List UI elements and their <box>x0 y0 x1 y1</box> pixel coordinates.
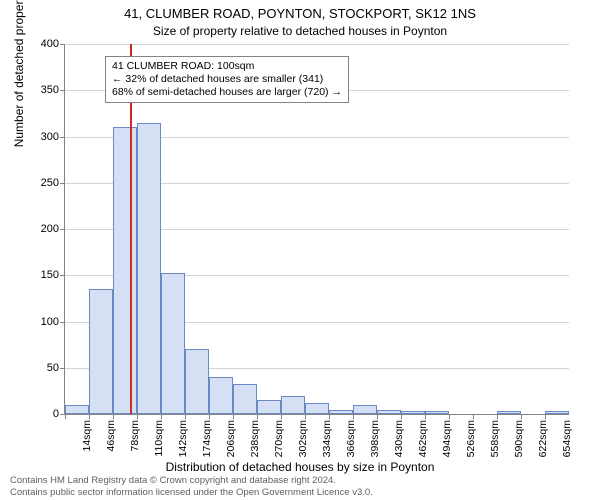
x-tick <box>185 414 186 419</box>
histogram-bar <box>137 123 161 414</box>
histogram-bar <box>353 405 377 414</box>
x-tick-label: 270sqm <box>273 420 285 457</box>
x-tick <box>425 414 426 419</box>
footer-line-2: Contains public sector information licen… <box>10 487 373 498</box>
annotation-box: 41 CLUMBER ROAD: 100sqm ← 32% of detache… <box>105 56 349 103</box>
y-tick <box>60 90 65 91</box>
y-tick-label: 50 <box>47 362 59 374</box>
histogram-bar <box>113 127 137 414</box>
x-tick-label: 526sqm <box>465 420 477 457</box>
y-tick-label: 350 <box>41 84 59 96</box>
histogram-bar <box>257 400 281 414</box>
chart-title: 41, CLUMBER ROAD, POYNTON, STOCKPORT, SK… <box>0 6 600 21</box>
x-tick <box>545 414 546 419</box>
histogram-bar <box>281 396 305 415</box>
histogram-bar <box>65 405 89 414</box>
histogram-bar <box>425 411 449 414</box>
y-tick <box>60 275 65 276</box>
x-tick <box>161 414 162 419</box>
grid-line <box>65 44 569 45</box>
x-tick-label: 590sqm <box>513 420 525 457</box>
y-tick <box>60 183 65 184</box>
y-tick-label: 250 <box>41 177 59 189</box>
x-tick <box>137 414 138 419</box>
histogram-bar <box>185 349 209 414</box>
annotation-line-3: 68% of semi-detached houses are larger (… <box>112 86 342 99</box>
histogram-bar <box>209 377 233 414</box>
chart-subtitle: Size of property relative to detached ho… <box>0 24 600 38</box>
x-tick-label: 462sqm <box>417 420 429 457</box>
x-tick <box>449 414 450 419</box>
x-tick-label: 654sqm <box>561 420 573 457</box>
histogram-bar <box>401 411 425 414</box>
histogram-bar <box>89 289 113 414</box>
y-axis-title: Number of detached properties <box>12 0 26 147</box>
x-axis-title: Distribution of detached houses by size … <box>0 460 600 474</box>
histogram-bar <box>329 410 353 414</box>
histogram-bar <box>545 411 569 414</box>
y-tick <box>60 368 65 369</box>
y-tick <box>60 229 65 230</box>
y-tick-label: 0 <box>53 408 59 420</box>
x-tick <box>113 414 114 419</box>
footer-line-1: Contains HM Land Registry data © Crown c… <box>10 475 373 486</box>
annotation-line-2: ← 32% of detached houses are smaller (34… <box>112 73 342 86</box>
x-tick-label: 302sqm <box>297 420 309 457</box>
x-tick-label: 494sqm <box>441 420 453 457</box>
histogram-bar <box>233 384 257 414</box>
x-tick-label: 558sqm <box>489 420 501 457</box>
x-tick-label: 366sqm <box>345 420 357 457</box>
x-tick <box>473 414 474 419</box>
x-tick <box>521 414 522 419</box>
x-tick <box>353 414 354 419</box>
x-tick-label: 174sqm <box>201 420 213 457</box>
x-tick <box>257 414 258 419</box>
x-tick-label: 622sqm <box>537 420 549 457</box>
y-tick-label: 150 <box>41 269 59 281</box>
x-tick <box>89 414 90 419</box>
x-tick-label: 238sqm <box>249 420 261 457</box>
x-tick-label: 334sqm <box>321 420 333 457</box>
x-tick <box>209 414 210 419</box>
x-tick-label: 206sqm <box>225 420 237 457</box>
x-tick-label: 398sqm <box>369 420 381 457</box>
y-tick-label: 400 <box>41 38 59 50</box>
y-tick-label: 200 <box>41 223 59 235</box>
annotation-line-1: 41 CLUMBER ROAD: 100sqm <box>112 60 342 73</box>
x-tick <box>65 414 66 419</box>
y-tick <box>60 44 65 45</box>
x-tick-label: 142sqm <box>177 420 189 457</box>
x-tick <box>329 414 330 419</box>
plot-area: 05010015020025030035040014sqm46sqm78sqm1… <box>64 44 569 415</box>
x-tick-label: 46sqm <box>105 420 117 452</box>
x-tick <box>305 414 306 419</box>
x-tick <box>401 414 402 419</box>
y-tick-label: 300 <box>41 131 59 143</box>
x-tick-label: 14sqm <box>81 420 93 452</box>
x-tick <box>281 414 282 419</box>
x-tick-label: 110sqm <box>153 420 165 457</box>
footer-attribution: Contains HM Land Registry data © Crown c… <box>10 475 373 498</box>
property-size-histogram: 41, CLUMBER ROAD, POYNTON, STOCKPORT, SK… <box>0 0 600 500</box>
histogram-bar <box>305 403 329 414</box>
histogram-bar <box>497 411 521 414</box>
y-tick <box>60 322 65 323</box>
y-tick-label: 100 <box>41 316 59 328</box>
x-tick-label: 78sqm <box>129 420 141 452</box>
histogram-bar <box>377 410 401 414</box>
x-tick <box>233 414 234 419</box>
x-tick <box>377 414 378 419</box>
x-tick-label: 430sqm <box>393 420 405 457</box>
histogram-bar <box>161 273 185 414</box>
x-tick <box>497 414 498 419</box>
y-tick <box>60 137 65 138</box>
